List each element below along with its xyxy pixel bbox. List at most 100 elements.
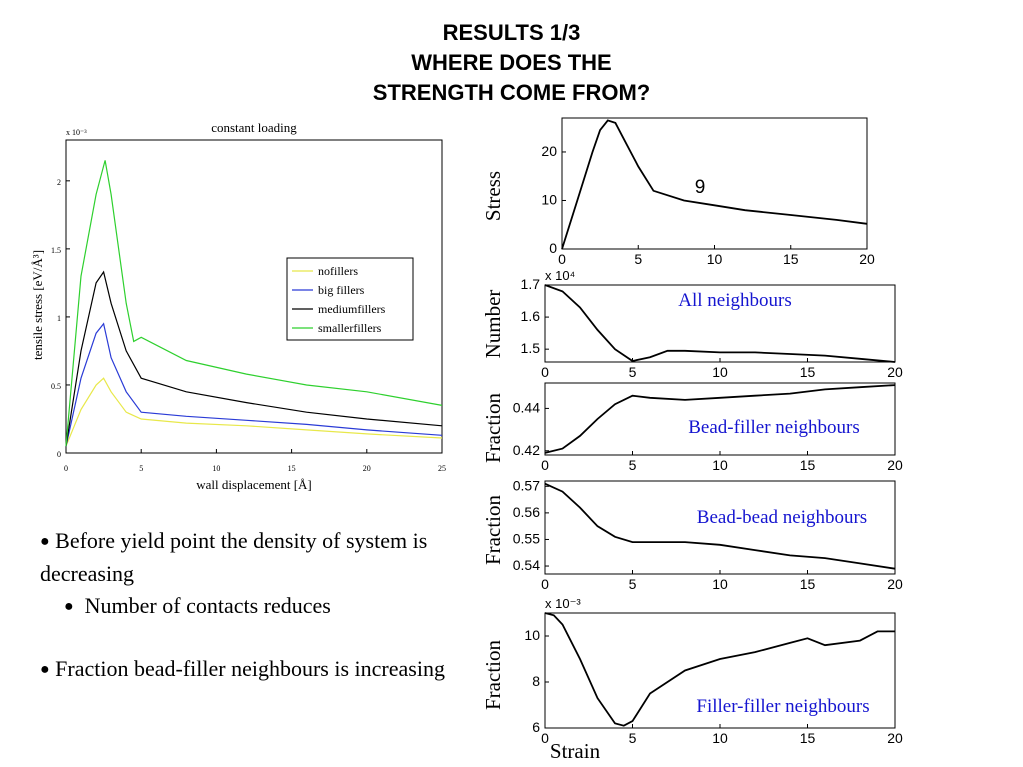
plot-annotation: All neighbours	[678, 290, 791, 311]
legend-entry-mediumfillers: mediumfillers	[318, 302, 386, 316]
bullet-dot-icon: ●	[64, 598, 74, 615]
y-axis-label: Number	[481, 290, 505, 359]
x-tick-label: 10	[712, 576, 728, 592]
y-tick-label: 2	[57, 178, 61, 187]
y-multiplier-label: x 10⁻³	[66, 128, 87, 137]
y-tick-label: 6	[532, 719, 540, 735]
y-tick-label: 0.42	[513, 442, 540, 458]
bullet-fraction: ● Fraction bead-filler neighbours is inc…	[40, 653, 460, 686]
series-line-0	[561, 119, 868, 250]
bullet-dot-icon: ●	[40, 661, 50, 678]
series-line-0	[544, 284, 896, 363]
x-tick-label: 0	[541, 364, 549, 380]
y-tick-label: 0.57	[513, 477, 540, 493]
x-tick-label: 0	[541, 576, 549, 592]
slide-title: RESULTS 1/3 WHERE DOES THE STRENGTH COME…	[0, 18, 1023, 108]
bullet-list: ● Before yield point the density of syst…	[40, 525, 460, 686]
series-line-2	[65, 270, 443, 447]
legend-box	[286, 257, 414, 341]
y-axis-label: Fraction	[481, 640, 505, 710]
plot-frame	[561, 117, 868, 250]
x-tick-label: 0	[64, 464, 68, 473]
x-tick-label: 0	[541, 730, 549, 746]
x-tick-label: 10	[212, 464, 220, 473]
series-line-0	[544, 482, 896, 570]
y-axis-label: Fraction	[481, 393, 505, 463]
legend-entry-smallerfillers: smallerfillers	[318, 321, 382, 335]
x-tick-label: 20	[887, 364, 903, 380]
chart-0: 0 5 10 15 20 25 0 0.5 1 1.5 2 x 10⁻³ constant loadin…	[30, 120, 446, 492]
y-tick-label: 1.7	[521, 276, 541, 292]
y-tick-label: 0	[549, 240, 557, 256]
x-tick-label: 10	[707, 251, 723, 267]
x-tick-label: 5	[629, 364, 637, 380]
bullet-text: Fraction bead-filler neighbours is incre…	[55, 656, 445, 681]
x-tick-label: 0	[541, 457, 549, 473]
x-tick-label: 5	[629, 457, 637, 473]
y-tick-label: 1.5	[521, 340, 541, 356]
x-tick-label: 5	[139, 464, 143, 473]
bullet-dot-icon: ●	[40, 533, 50, 550]
bullet-text: Before yield point the density of system…	[40, 528, 428, 586]
x-tick-label: 25	[438, 464, 446, 473]
chart-title: constant loading	[211, 120, 297, 135]
x-tick-label: 15	[800, 457, 816, 473]
x-tick-label: 10	[712, 730, 728, 746]
series-line-3	[65, 160, 443, 447]
y-tick-label: 0.55	[513, 530, 540, 546]
x-tick-label: 20	[887, 457, 903, 473]
title-line-3: STRENGTH COME FROM?	[372, 80, 651, 105]
plot-annotation: Filler-filler neighbours	[696, 696, 869, 717]
x-tick-label: 15	[800, 364, 816, 380]
chart-5: 0 5 10 15 20 6 8 10 x 10⁻³ Strain Fraction Filler-f…	[481, 596, 903, 763]
plot-annotation: Bead-bead neighbours	[697, 507, 867, 528]
series-line-0	[544, 384, 896, 454]
x-tick-label: 20	[363, 464, 371, 473]
y-tick-label: 1.5	[51, 246, 61, 255]
plot-frame	[65, 139, 443, 454]
x-tick-label: 20	[859, 251, 875, 267]
y-tick-label: 0	[57, 450, 61, 459]
chart-3: 0 5 10 15 20 0.42 0.44 Fraction Bead-filler neig…	[481, 382, 903, 473]
x-tick-label: 0	[558, 251, 566, 267]
x-tick-label: 5	[629, 576, 637, 592]
y-tick-label: 8	[532, 673, 540, 689]
x-tick-label: 15	[288, 464, 296, 473]
x-tick-label: 10	[712, 457, 728, 473]
y-tick-label: 0.56	[513, 504, 540, 520]
legend-entry-nofillers: nofillers	[318, 264, 358, 278]
chart-1: 0 5 10 15 20 0 10 20 Stress 9	[481, 117, 875, 267]
x-axis-label: Strain	[550, 739, 601, 763]
y-multiplier-label: x 10⁻³	[545, 596, 581, 611]
y-axis-label: tensile stress [eV/Å³]	[30, 250, 45, 360]
y-tick-label: 0.5	[51, 382, 61, 391]
title-line-1: RESULTS 1/3	[442, 20, 581, 45]
x-tick-label: 10	[712, 364, 728, 380]
x-tick-label: 5	[629, 730, 637, 746]
plot-annotation: Bead-filler neighbours	[688, 417, 859, 438]
y-axis-label: Stress	[481, 171, 505, 221]
x-tick-label: 15	[783, 251, 799, 267]
y-axis-label: Fraction	[481, 495, 505, 565]
y-multiplier-label: x 10⁴	[545, 268, 575, 283]
x-tick-label: 20	[887, 576, 903, 592]
bullet-density: ● Before yield point the density of syst…	[40, 525, 460, 590]
legend: nofillers big fillers mediumfillers smaller…	[286, 257, 414, 341]
legend-entry-big-fillers: big fillers	[318, 283, 365, 297]
y-tick-label: 1.6	[521, 308, 541, 324]
title-line-2: WHERE DOES THE	[411, 50, 612, 75]
series-line-0	[65, 377, 443, 447]
chart-2: 0 5 10 15 20 1.5 1.6 1.7 x 10⁴ Number All neighbou…	[481, 268, 903, 380]
y-tick-label: 20	[541, 143, 557, 159]
bullet-contacts: ● Number of contacts reduces	[40, 590, 460, 623]
x-tick-label: 5	[634, 251, 642, 267]
y-tick-label: 10	[524, 627, 540, 643]
x-axis-label: wall displacement [Å]	[196, 477, 312, 492]
y-tick-label: 0.54	[513, 557, 540, 573]
x-tick-label: 15	[800, 730, 816, 746]
y-tick-label: 1	[57, 314, 61, 323]
y-tick-label: 10	[541, 191, 557, 207]
chart-4: 0 5 10 15 20 0.54 0.55 0.56 0.57 Fraction Bead-bea…	[481, 477, 903, 592]
series-line-1	[65, 322, 443, 447]
